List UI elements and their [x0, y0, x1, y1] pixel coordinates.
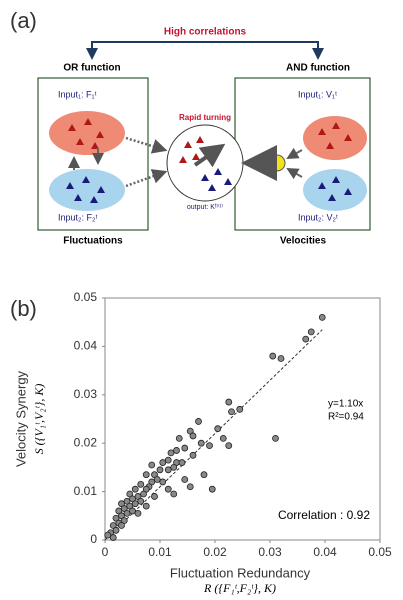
- bracket: [91, 41, 324, 60]
- trendline: [104, 329, 323, 541]
- point: [181, 476, 189, 483]
- point: [272, 434, 279, 442]
- x-axis-label: Fluctuation Redundancy: [170, 565, 311, 580]
- x-tick-label: 0.04: [313, 545, 337, 559]
- y-tick-label: 0: [90, 532, 97, 546]
- x-tick-label: 0.02: [203, 545, 227, 559]
- point: [148, 461, 156, 469]
- input-label: Input₁: V₁ᵗ: [298, 89, 337, 99]
- point: [195, 418, 202, 425]
- point: [178, 459, 186, 466]
- left-title: OR function: [63, 63, 120, 74]
- x-tick-label: 0.01: [148, 545, 172, 559]
- point: [219, 434, 227, 442]
- point: [302, 335, 310, 343]
- point: [159, 459, 167, 466]
- link: [125, 169, 168, 188]
- and-node: [268, 154, 286, 172]
- point: [228, 408, 235, 416]
- point: [140, 490, 147, 498]
- output-label: output: Kᶠʳ⁽ᵗ⁾: [187, 203, 224, 211]
- plot-frame: [104, 297, 381, 541]
- input-label: Input₁: F₁ᵗ: [58, 89, 97, 99]
- right-caption: Velocities: [280, 236, 327, 247]
- point: [118, 522, 125, 529]
- point: [109, 534, 117, 541]
- point: [186, 483, 194, 491]
- point: [164, 485, 172, 493]
- x-axis-formula: R ({F₁ᵗ,F₂ᵗ}, K): [203, 581, 276, 595]
- ellipse: [49, 111, 125, 155]
- point: [129, 507, 136, 515]
- point: [181, 444, 189, 452]
- point: [175, 434, 183, 442]
- point: [170, 463, 178, 471]
- point: [164, 466, 172, 474]
- point: [200, 471, 208, 479]
- point: [159, 478, 167, 486]
- point: [104, 531, 112, 539]
- point: [131, 500, 139, 508]
- point: [170, 490, 178, 498]
- output-circle: [166, 124, 244, 202]
- point: [236, 405, 244, 413]
- ellipse: [303, 116, 367, 160]
- y-tick-label: 0.05: [74, 290, 98, 304]
- trend-label: y=1.10x: [328, 399, 363, 410]
- point: [225, 442, 233, 450]
- left-caption: Fluctuations: [63, 236, 123, 247]
- point: [142, 502, 150, 510]
- point: [307, 328, 315, 336]
- point: [137, 497, 145, 505]
- point: [137, 480, 145, 488]
- annotation: R²=0.94: [328, 412, 364, 423]
- point: [142, 471, 150, 479]
- x-tick-label: 0.05: [368, 545, 392, 559]
- point: [269, 352, 277, 360]
- link: [286, 147, 303, 159]
- y-tick-label: 0.04: [74, 339, 98, 353]
- ellipse: [303, 169, 367, 211]
- annotation: Correlation : 0.92: [278, 508, 370, 522]
- y-tick-label: 0.02: [74, 435, 98, 449]
- point: [123, 509, 131, 517]
- point: [173, 447, 180, 454]
- point: [167, 449, 175, 457]
- point: [189, 432, 197, 440]
- point: [206, 442, 213, 450]
- panel-label: (a): [10, 8, 37, 33]
- link: [286, 168, 303, 180]
- x-tick-label: 0.03: [258, 545, 282, 559]
- turn-arrow: [193, 143, 226, 168]
- y-axis-label: Velocity Synergy: [13, 370, 28, 467]
- link: [125, 136, 168, 154]
- point: [153, 476, 161, 483]
- panel-label: (b): [10, 296, 37, 321]
- point: [277, 355, 285, 362]
- header: High correlations: [164, 27, 247, 38]
- point: [225, 398, 233, 406]
- x-tick-label: 0: [102, 545, 109, 559]
- right-title: AND function: [286, 63, 350, 74]
- point: [214, 425, 222, 433]
- input-label: Input₂: F₂ᵗ: [58, 212, 98, 222]
- point: [197, 439, 205, 447]
- point: [156, 466, 164, 474]
- ellipse: [49, 169, 125, 211]
- left-box: [37, 77, 149, 231]
- center-title: Rapid turning: [179, 113, 231, 122]
- y-tick-label: 0.01: [74, 484, 98, 498]
- point: [208, 485, 216, 493]
- point: [134, 509, 142, 517]
- y-axis-formula: S ({V₁ᵗ,V₂ᵗ}, K): [32, 384, 46, 455]
- point: [131, 485, 139, 493]
- point: [189, 451, 197, 459]
- input-label: Input₂: V₂ᵗ: [298, 212, 338, 222]
- point: [164, 456, 172, 464]
- y-tick-label: 0.03: [74, 387, 98, 401]
- point: [112, 526, 120, 534]
- point: [318, 313, 326, 321]
- point: [151, 493, 158, 500]
